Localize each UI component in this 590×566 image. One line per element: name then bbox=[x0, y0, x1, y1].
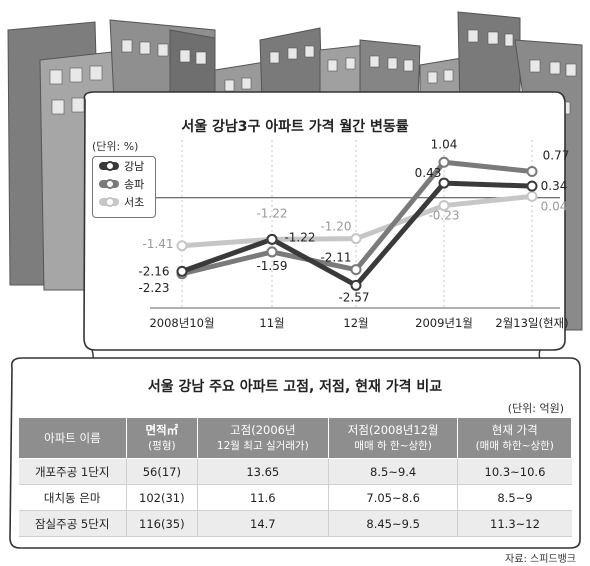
chart-title: 서울 강남3구 아파트 가격 월간 변동률 bbox=[181, 119, 409, 135]
data-label-송파: -2.11 bbox=[320, 251, 351, 265]
legend-swatch bbox=[99, 161, 119, 171]
x-tick-label: 2008년10월 bbox=[149, 316, 214, 330]
data-point-송파 bbox=[350, 264, 362, 276]
data-label-서초: 0.04 bbox=[541, 199, 568, 213]
table-title: 서울 강남 주요 아파트 고점, 저점, 현재 가격 비교 bbox=[147, 379, 443, 395]
data-point-강남 bbox=[176, 265, 188, 277]
table-cell: 대치동 은마 bbox=[18, 484, 127, 511]
table-cell: 14.7 bbox=[196, 510, 329, 537]
data-point-강남 bbox=[526, 180, 538, 192]
header-cell: 현재 가격 (매매 하한~상한) bbox=[457, 417, 572, 459]
data-label-서초: -1.20 bbox=[320, 220, 351, 234]
data-point-서초 bbox=[526, 190, 538, 202]
data-label-강남: 0.43 bbox=[415, 166, 442, 180]
table-cell: 11.3~12 bbox=[457, 510, 572, 537]
legend-marker-icon bbox=[105, 197, 115, 207]
table-cell: 13.65 bbox=[196, 458, 329, 485]
data-point-서초 bbox=[350, 233, 362, 245]
table-cell: 8.5~9 bbox=[457, 484, 572, 511]
source-note: 자료: 스피드뱅크 bbox=[505, 554, 576, 565]
table-cell: 개포주공 1단지 bbox=[18, 458, 127, 485]
data-label-서초: -1.41 bbox=[142, 237, 173, 251]
data-label-서초: -0.23 bbox=[428, 209, 459, 223]
x-tick-label: 2월13일(현재) bbox=[495, 316, 568, 330]
data-point-서초 bbox=[438, 200, 450, 212]
data-point-강남 bbox=[438, 177, 450, 189]
data-point-강남 bbox=[350, 279, 362, 291]
data-label-송파: 1.04 bbox=[431, 137, 458, 151]
data-point-송파 bbox=[526, 165, 538, 177]
table-cell: 116(35) bbox=[125, 510, 198, 537]
table-cell: 잠실주공 5단지 bbox=[18, 510, 127, 537]
table-unit-label: (단위: 억원) bbox=[507, 402, 564, 415]
x-tick-label: 2009년1월 bbox=[415, 316, 473, 330]
data-point-서초 bbox=[176, 240, 188, 252]
data-point-강남 bbox=[266, 233, 278, 245]
legend-label: 서초 bbox=[124, 196, 145, 209]
x-tick-label: 11월 bbox=[259, 316, 284, 330]
legend-label: 강남 bbox=[124, 160, 145, 173]
legend-swatch bbox=[99, 197, 119, 207]
table-cell: 7.05~8.6 bbox=[327, 484, 458, 511]
price-comparison-table: 아파트 이름 면적㎡ (평형) 고점(2006년 12월 최고 실거래가) 저점(2… bbox=[18, 417, 572, 537]
header-cell: 면적㎡ (평형) bbox=[125, 417, 198, 459]
table-cell: 8.5~9.4 bbox=[327, 458, 458, 485]
table-header-row: 아파트 이름 면적㎡ (평형) 고점(2006년 12월 최고 실거래가) 저점(2… bbox=[18, 417, 572, 459]
data-label-강남: -2.16 bbox=[138, 264, 169, 278]
data-label-강남: -1.22 bbox=[284, 230, 315, 244]
legend-swatch bbox=[99, 179, 119, 189]
table-row: 대치동 은마 102(31) 11.6 7.05~8.6 8.5~9 bbox=[18, 484, 572, 511]
header-cell: 고점(2006년 12월 최고 실거래가) bbox=[196, 417, 329, 459]
table-cell: 8.45~9.5 bbox=[327, 510, 458, 537]
table-cell: 56(17) bbox=[125, 458, 198, 485]
data-label-송파: 0.77 bbox=[543, 148, 570, 162]
table-cell: 10.3~10.6 bbox=[457, 458, 572, 485]
table-row: 개포주공 1단지 56(17) 13.65 8.5~9.4 10.3~10.6 bbox=[18, 458, 572, 485]
data-label-송파: -2.23 bbox=[138, 281, 169, 295]
x-tick-label: 12월 bbox=[343, 316, 368, 330]
header-cell: 저점(2008년12월 매매 하 한~상한) bbox=[327, 417, 459, 459]
table-cell: 102(31) bbox=[125, 484, 198, 511]
legend-marker-icon bbox=[105, 179, 115, 189]
legend-item: 송파 bbox=[93, 175, 155, 193]
legend-label: 송파 bbox=[124, 178, 145, 191]
data-label-강남: -2.57 bbox=[338, 290, 369, 304]
legend-item: 서초 bbox=[93, 193, 155, 211]
data-label-강남: 0.34 bbox=[541, 179, 568, 193]
header-cell: 아파트 이름 bbox=[18, 417, 127, 459]
legend-item: 강남 bbox=[93, 157, 155, 175]
legend-marker-icon bbox=[105, 161, 115, 171]
chart-unit-label: (단위: %) bbox=[92, 140, 139, 153]
data-point-송파 bbox=[438, 156, 450, 168]
table-cell: 11.6 bbox=[196, 484, 329, 511]
data-label-서초: -1.22 bbox=[256, 206, 287, 220]
data-point-송파 bbox=[266, 246, 278, 258]
data-label-송파: -1.59 bbox=[256, 259, 287, 273]
table-row: 잠실주공 5단지 116(35) 14.7 8.45~9.5 11.3~12 bbox=[18, 510, 572, 537]
